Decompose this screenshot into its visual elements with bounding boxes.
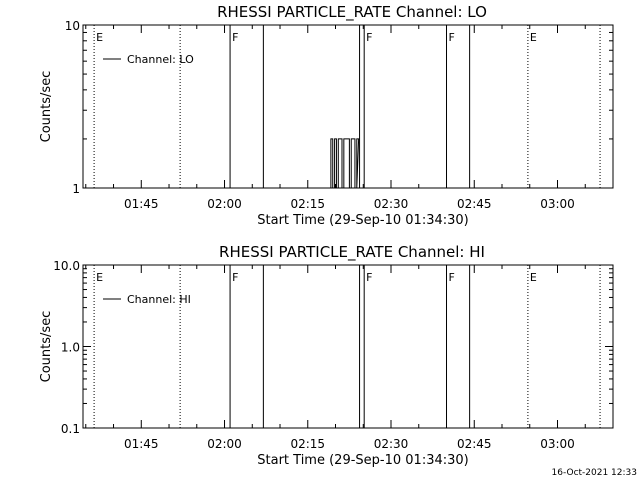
hi-chart-title: RHESSI PARTICLE_RATE Channel: HI bbox=[219, 243, 485, 262]
hi-legend-entry: Channel: HI bbox=[127, 293, 191, 306]
lo-x-tick-label: 02:30 bbox=[374, 197, 409, 211]
lo-legend-entry: Channel: LO bbox=[127, 53, 194, 66]
lo-y-tick-label: 10 bbox=[65, 19, 80, 33]
lo-x-tick-label: 03:00 bbox=[540, 197, 575, 211]
lo-marker-label: F bbox=[366, 31, 372, 44]
hi-x-tick-label: 01:45 bbox=[124, 437, 159, 451]
lo-x-axis-label: Start Time (29-Sep-10 01:34:30) bbox=[257, 213, 468, 228]
hi-marker-label: E bbox=[530, 271, 537, 284]
hi-x-axis-label: Start Time (29-Sep-10 01:34:30) bbox=[257, 453, 468, 468]
hi-marker-label: F bbox=[449, 271, 455, 284]
lo-marker-label: E bbox=[96, 31, 103, 44]
hi-marker-label: F bbox=[232, 271, 238, 284]
lo-chart-title: RHESSI PARTICLE_RATE Channel: LO bbox=[217, 3, 487, 22]
hi-y-tick-label: 0.1 bbox=[61, 422, 80, 436]
hi-y-axis-label: Counts/sec bbox=[39, 311, 54, 383]
footer-timestamp: 16-Oct-2021 12:33 bbox=[552, 468, 637, 478]
hi-x-tick-label: 02:45 bbox=[457, 437, 492, 451]
hi-y-tick-label: 1.0 bbox=[61, 341, 80, 355]
hi-y-tick-label: 10.0 bbox=[53, 259, 80, 273]
lo-x-tick-label: 02:45 bbox=[457, 197, 492, 211]
lo-panel: RHESSI PARTICLE_RATE Channel: LO Start Ti… bbox=[39, 3, 614, 228]
lo-x-tick-label: 02:15 bbox=[290, 197, 325, 211]
lo-x-tick-label: 02:00 bbox=[207, 197, 242, 211]
lo-marker-label: E bbox=[530, 31, 537, 44]
lo-series-line bbox=[329, 138, 360, 189]
hi-marker-label: F bbox=[366, 271, 372, 284]
lo-marker-label: F bbox=[232, 31, 238, 44]
lo-y-axis-label: Counts/sec bbox=[39, 71, 54, 143]
hi-x-tick-label: 02:15 bbox=[290, 437, 325, 451]
lo-x-tick-label: 01:45 bbox=[124, 197, 159, 211]
hi-x-tick-label: 03:00 bbox=[540, 437, 575, 451]
lo-plot-frame bbox=[82, 24, 614, 189]
hi-x-tick-label: 02:30 bbox=[374, 437, 409, 451]
hi-x-tick-label: 02:00 bbox=[207, 437, 242, 451]
lo-marker-label: F bbox=[449, 31, 455, 44]
hi-marker-label: E bbox=[96, 271, 103, 284]
hi-panel: RHESSI PARTICLE_RATE Channel: HI Start Ti… bbox=[39, 243, 614, 468]
lo-y-tick-label: 1 bbox=[72, 182, 80, 196]
